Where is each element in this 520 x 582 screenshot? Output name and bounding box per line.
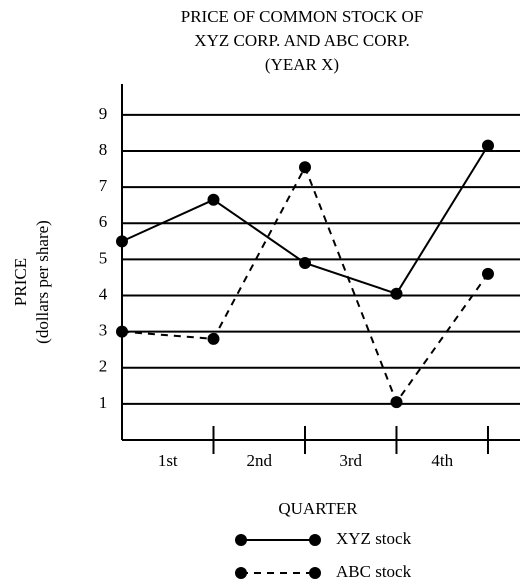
chart-title: XYZ CORP. AND ABC CORP. (194, 31, 409, 50)
chart-title: PRICE OF COMMON STOCK OF (181, 7, 423, 26)
data-point (207, 332, 220, 345)
legend-marker (235, 534, 247, 546)
data-point (298, 257, 311, 269)
data-point (298, 161, 311, 174)
y-tick-label: 4 (99, 284, 108, 303)
y-axis-label: (dollars per share) (33, 220, 52, 344)
y-tick-label: 7 (99, 176, 108, 195)
x-axis-label: QUARTER (278, 499, 358, 518)
data-point (481, 267, 494, 280)
y-tick-label: 2 (99, 357, 108, 376)
x-tick-label: 2nd (246, 451, 272, 470)
legend-label: XYZ stock (336, 529, 412, 548)
data-point (390, 287, 403, 300)
y-tick-label: 5 (99, 248, 108, 267)
data-point (207, 193, 220, 206)
y-tick-label: 6 (99, 212, 108, 231)
y-axis-label: PRICE (11, 258, 30, 306)
y-tick-label: 8 (99, 140, 108, 159)
legend-marker (235, 567, 247, 579)
y-tick-label: 1 (99, 393, 108, 412)
y-tick-label: 9 (99, 104, 108, 123)
data-point (116, 325, 128, 338)
legend-marker (309, 567, 321, 579)
x-tick-label: 3rd (339, 451, 362, 470)
x-tick-label: 4th (431, 451, 453, 470)
x-tick-label: 1st (158, 451, 178, 470)
legend-marker (309, 534, 321, 546)
data-point (481, 139, 494, 152)
y-tick-label: 3 (99, 321, 108, 340)
data-point (390, 396, 403, 409)
data-point (116, 235, 128, 248)
legend-label: ABC stock (336, 562, 412, 581)
chart-title: (YEAR X) (265, 55, 339, 74)
